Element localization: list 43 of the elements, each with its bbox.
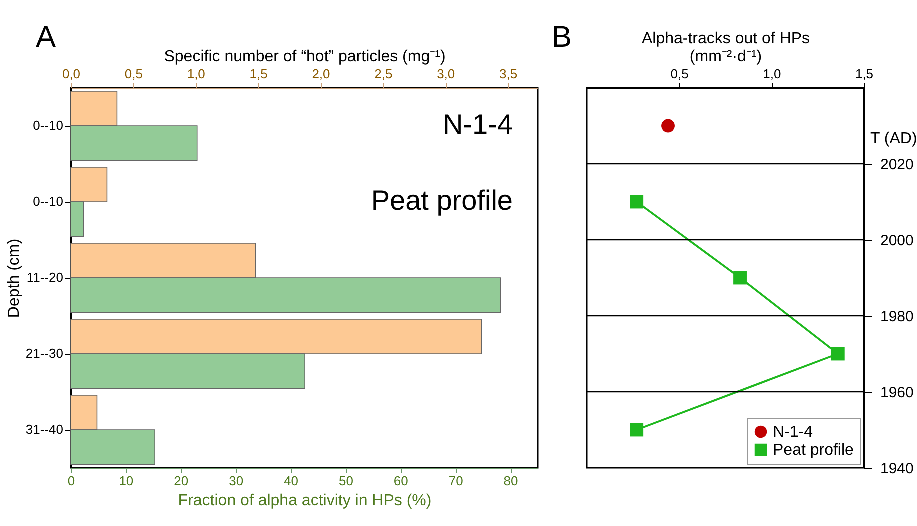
point <box>831 347 845 361</box>
x-axis-title: Fraction of alpha activity in HPs (%) <box>178 492 432 510</box>
y-axis-title: Depth (cm) <box>6 238 23 318</box>
x-tick-label: 20 <box>174 474 189 488</box>
y-tick-label: 0--10 <box>33 118 64 133</box>
text: B <box>552 21 572 54</box>
x2-tick-label: 3,0 <box>437 66 456 82</box>
y-tick-label: 31--40 <box>26 422 64 437</box>
x-tick-label: 0,5 <box>670 66 689 82</box>
x-tick-label: 80 <box>504 474 518 488</box>
y-tick-label: 1940 <box>880 460 914 478</box>
x-tick-label: 1,5 <box>855 66 874 82</box>
x-tick-label: 50 <box>338 474 354 488</box>
x2-axis-title: Specific number of “hot” particles (mg⁻¹) <box>164 48 446 66</box>
point <box>630 423 644 437</box>
annotation: N-1-4 <box>442 109 513 140</box>
x2-tick-label: 0,0 <box>62 66 81 82</box>
x-tick-label: 30 <box>229 474 244 488</box>
x-tick-label: 60 <box>394 474 408 488</box>
x2-tick-label: 2,0 <box>312 66 330 82</box>
x-tick-label: 40 <box>284 474 298 488</box>
point <box>630 195 644 209</box>
x2-tick-label: 3,5 <box>499 66 518 82</box>
y-tick-label: 21--30 <box>26 346 64 361</box>
y-tick-label: 2000 <box>880 232 914 250</box>
x-tick-label: 70 <box>448 474 464 488</box>
y-tick-label: 2020 <box>880 156 914 174</box>
y-tick-label: 1960 <box>880 384 914 402</box>
x-axis-title: Alpha-tracks out of HPs (mm⁻²·d⁻¹) <box>642 30 810 66</box>
text: A <box>36 21 56 54</box>
x2-tick-label: 2,5 <box>374 66 393 82</box>
y-tick-label: 11--20 <box>26 270 64 285</box>
x-tick-label: 1,0 <box>763 66 782 82</box>
y-tick-label: 1980 <box>880 308 914 326</box>
legend-label: N-1-4 <box>773 424 814 441</box>
x-tick-label: 10 <box>119 474 134 488</box>
legend-label: Peat profile <box>773 442 854 459</box>
point <box>662 119 675 133</box>
annotation: Peat profile <box>371 185 513 216</box>
y-axis-title: T (AD) <box>870 130 917 148</box>
point <box>734 271 747 285</box>
y-tick-label: 0--10 <box>33 194 64 209</box>
x-tick-label: 0 <box>68 474 76 488</box>
